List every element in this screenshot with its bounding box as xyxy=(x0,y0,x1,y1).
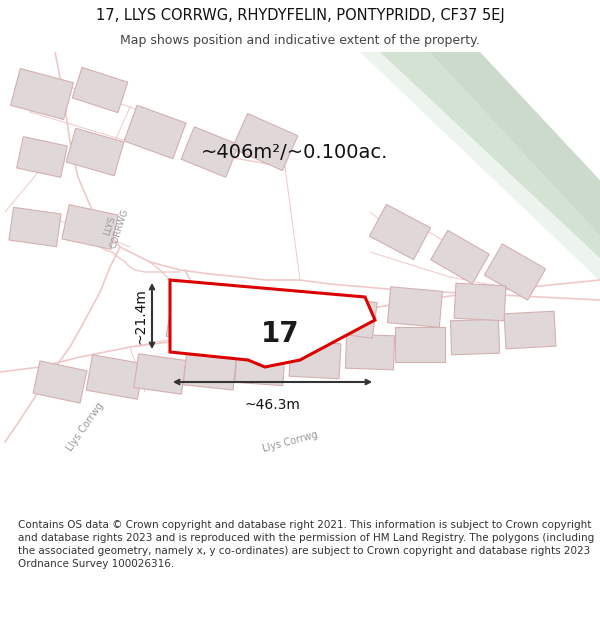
Polygon shape xyxy=(170,280,375,367)
Text: Contains OS data © Crown copyright and database right 2021. This information is : Contains OS data © Crown copyright and d… xyxy=(18,520,594,569)
Text: Llys Corrwg: Llys Corrwg xyxy=(65,401,106,453)
Polygon shape xyxy=(451,319,500,355)
Polygon shape xyxy=(17,137,67,178)
Polygon shape xyxy=(62,204,118,249)
Polygon shape xyxy=(454,283,506,321)
Text: ~21.4m: ~21.4m xyxy=(133,288,147,344)
Text: ~406m²/~0.100ac.: ~406m²/~0.100ac. xyxy=(202,142,389,161)
Polygon shape xyxy=(124,105,186,159)
Text: ~46.3m: ~46.3m xyxy=(245,398,301,412)
Text: 17, LLYS CORRWG, RHYDYFELIN, PONTYPRIDD, CF37 5EJ: 17, LLYS CORRWG, RHYDYFELIN, PONTYPRIDD,… xyxy=(95,8,505,23)
Polygon shape xyxy=(232,114,298,171)
Text: LLYS
CORRWG: LLYS CORRWG xyxy=(100,204,131,249)
Polygon shape xyxy=(323,296,377,338)
Polygon shape xyxy=(181,127,239,178)
Text: Llys Corrwg: Llys Corrwg xyxy=(261,430,319,454)
Polygon shape xyxy=(11,69,73,119)
Polygon shape xyxy=(346,334,395,370)
Polygon shape xyxy=(388,287,442,328)
Polygon shape xyxy=(289,341,341,379)
Polygon shape xyxy=(166,299,224,345)
Polygon shape xyxy=(86,355,144,399)
Polygon shape xyxy=(504,311,556,349)
Polygon shape xyxy=(395,326,445,361)
Polygon shape xyxy=(484,244,545,300)
Polygon shape xyxy=(360,52,600,281)
Polygon shape xyxy=(66,128,124,176)
Polygon shape xyxy=(235,348,285,386)
Polygon shape xyxy=(330,52,600,258)
Text: 17: 17 xyxy=(261,320,300,348)
Text: Map shows position and indicative extent of the property.: Map shows position and indicative extent… xyxy=(120,34,480,47)
Polygon shape xyxy=(9,208,61,247)
Polygon shape xyxy=(431,230,489,284)
Polygon shape xyxy=(184,350,236,390)
Polygon shape xyxy=(370,204,431,259)
Polygon shape xyxy=(72,68,128,112)
Polygon shape xyxy=(33,361,87,403)
Polygon shape xyxy=(134,354,186,394)
